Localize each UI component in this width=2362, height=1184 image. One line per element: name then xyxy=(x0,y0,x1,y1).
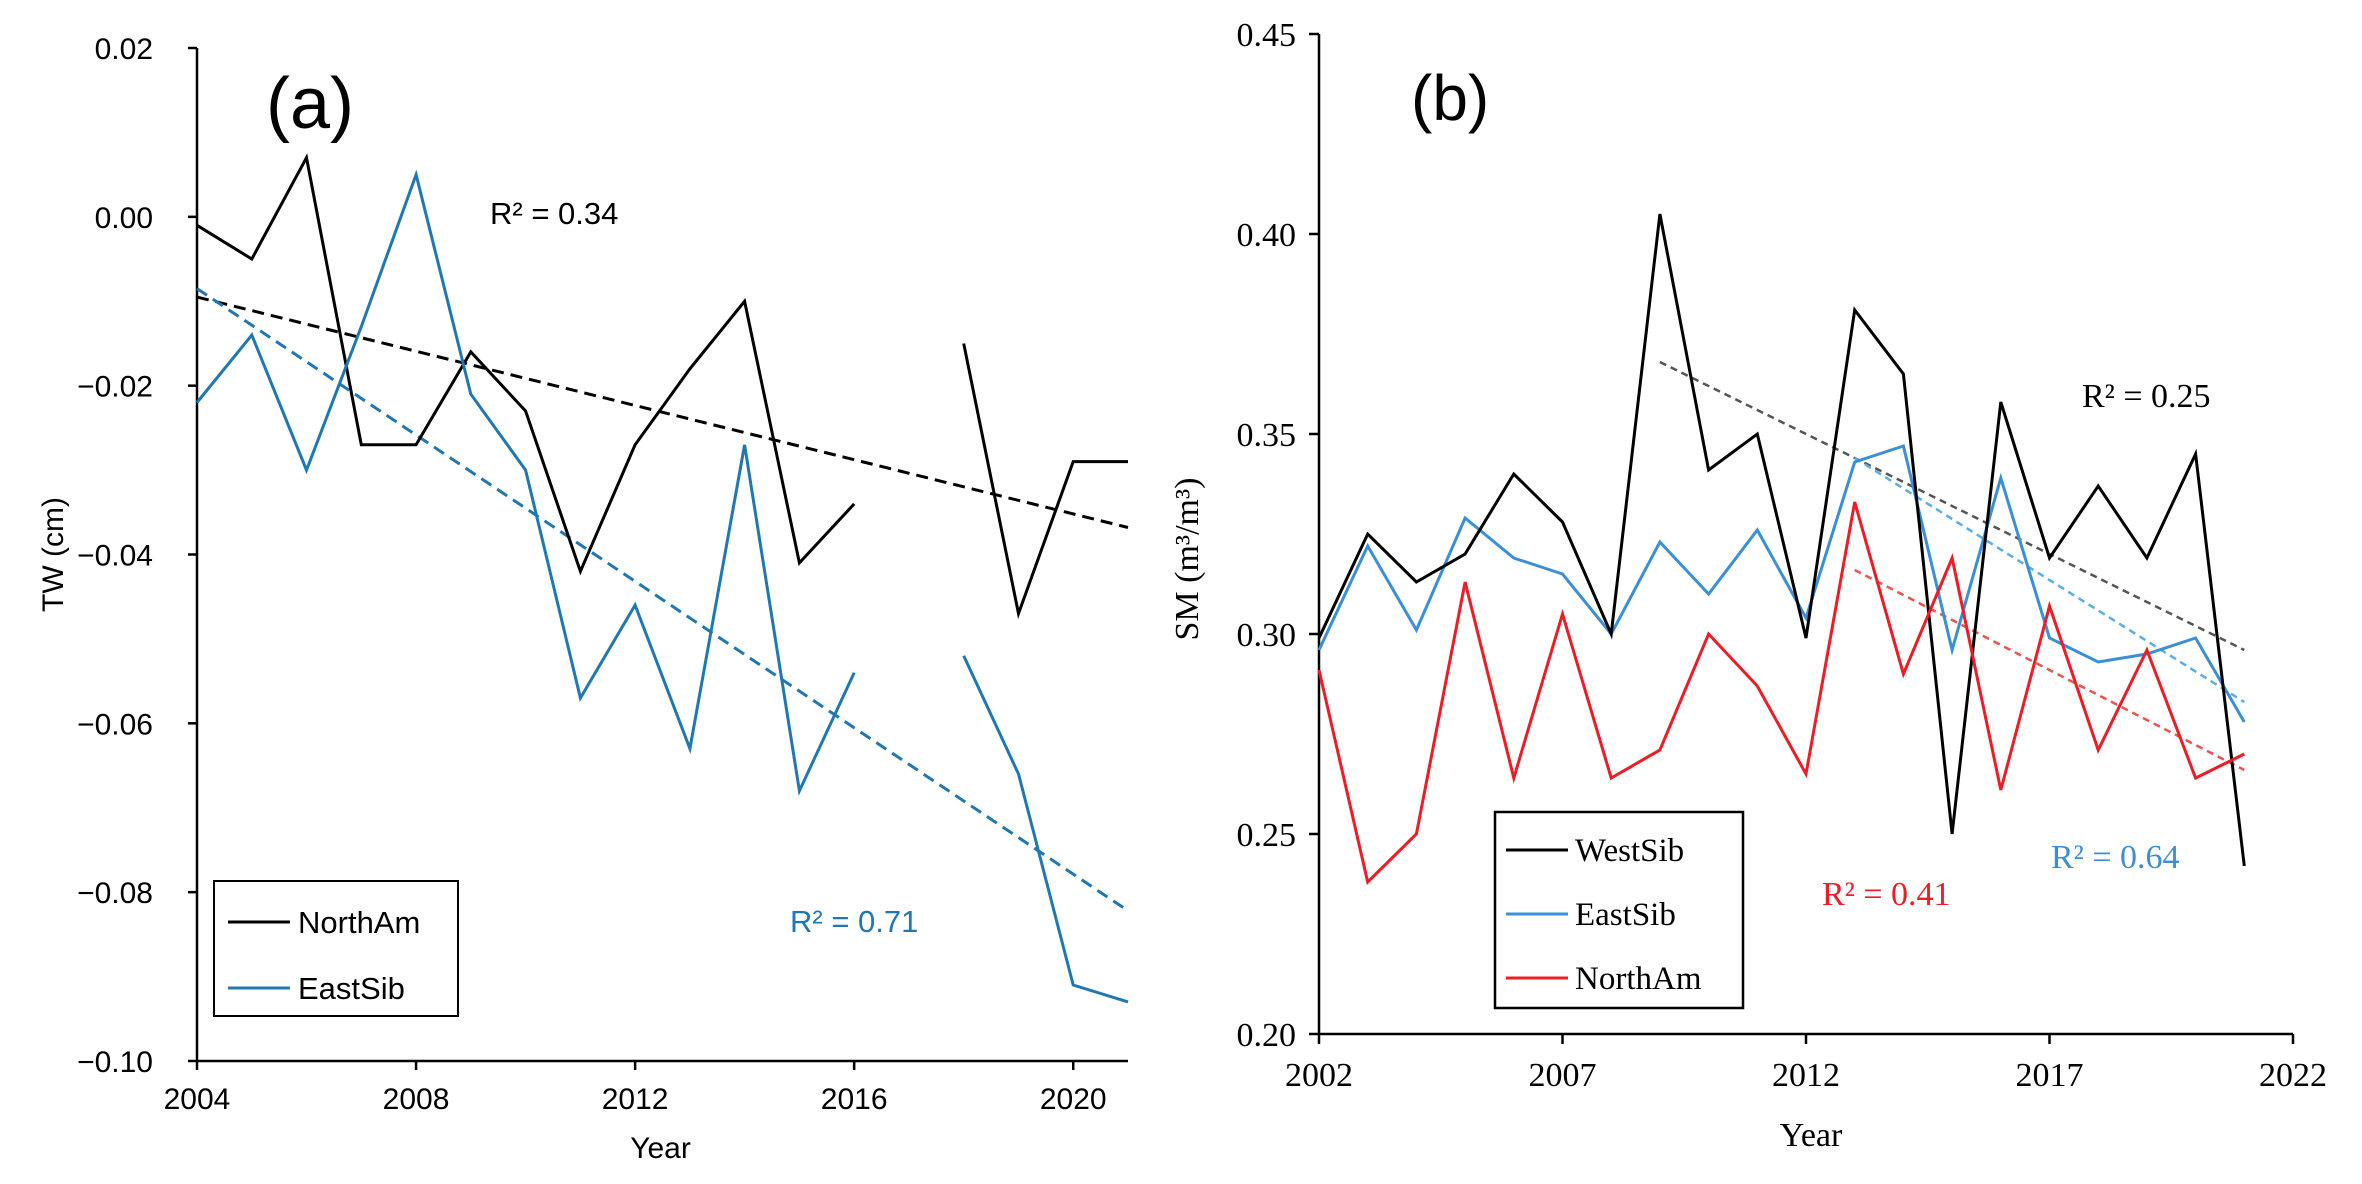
y-tick-label: −0.10 xyxy=(77,1046,153,1079)
legend-label-eastsib: EastSib xyxy=(1575,897,1676,933)
x-tick-label: 2008 xyxy=(383,1083,450,1116)
x-axis-label: Year xyxy=(1780,1117,1843,1154)
y-tick-label: 0.25 xyxy=(1237,817,1297,854)
legend: NorthAm EastSib xyxy=(213,880,459,1017)
legend: WestSib EastSib NorthAm xyxy=(1493,810,1745,1010)
y-tick-label: 0.30 xyxy=(1237,617,1297,654)
x-axis-label: Year xyxy=(630,1132,691,1165)
x-tick-label: 2020 xyxy=(1040,1083,1107,1116)
x-tick-label: 2012 xyxy=(602,1083,669,1116)
legend-label-westsib: WestSib xyxy=(1575,833,1684,869)
y-tick-label: 0.45 xyxy=(1237,17,1297,54)
panel-b-sm-chart: 0.20 0.25 0.30 0.35 0.40 0.45 2002 2007 2012 2017… xyxy=(1169,17,2327,1154)
y-tick-label: −0.02 xyxy=(77,371,153,404)
series-line-eastsib xyxy=(195,169,856,797)
y-tick-label: 0.00 xyxy=(95,202,153,235)
x-tick-label: 2016 xyxy=(821,1083,888,1116)
y-tick-label: −0.04 xyxy=(77,540,153,573)
y-axis-label: TW (cm) xyxy=(37,497,70,612)
r2-annotation-westsib: R² = 0.25 xyxy=(2082,378,2211,415)
series-line-northam xyxy=(1317,501,2245,885)
x-tick-label: 2022 xyxy=(2259,1057,2327,1094)
x-tick-label: 2012 xyxy=(1772,1057,1840,1094)
series-line-eastsib xyxy=(962,655,1129,1004)
trendline-westsib xyxy=(1659,360,2245,652)
trendline-northam xyxy=(196,295,1129,529)
series-line-eastsib xyxy=(1317,444,2246,723)
legend-label-northam: NorthAm xyxy=(1575,961,1702,997)
y-axis-label: SM (m³/m³) xyxy=(1169,477,1206,640)
y-tick-label: 0.02 xyxy=(95,33,153,66)
legend-box xyxy=(213,880,459,1017)
y-tick-label: 0.40 xyxy=(1237,217,1297,254)
x-tick-label: 2004 xyxy=(164,1083,231,1116)
legend-box xyxy=(1493,810,1745,1010)
trendline-eastsib xyxy=(1854,456,2245,704)
panel-a-tw-chart: 0.02 0.00 −0.02 −0.04 −0.06 −0.08 −0.10 2004 200… xyxy=(37,33,1129,1165)
series-line-westsib xyxy=(1317,213,2246,867)
r2-annotation-northam: R² = 0.41 xyxy=(1822,876,1951,913)
legend-label-eastsib: EastSib xyxy=(298,971,405,1006)
series-line-northam xyxy=(962,343,1128,620)
y-tick-label: 0.20 xyxy=(1237,1017,1297,1054)
legend-label-northam: NorthAm xyxy=(298,905,420,940)
r2-annotation-eastsib: R² = 0.71 xyxy=(790,904,918,939)
series-line-northam xyxy=(196,153,856,576)
y-tick-label: −0.06 xyxy=(77,708,153,741)
panel-label: (b) xyxy=(1411,62,1489,134)
r2-annotation-eastsib: R² = 0.64 xyxy=(2051,839,2180,876)
panel-label: (a) xyxy=(266,64,354,144)
trendline-eastsib xyxy=(196,287,1129,912)
y-tick-label: 0.35 xyxy=(1237,417,1297,454)
y-tick-label: −0.08 xyxy=(77,877,153,910)
r2-annotation-northam: R² = 0.34 xyxy=(490,196,618,231)
x-tick-label: 2002 xyxy=(1285,1057,1353,1094)
x-tick-label: 2017 xyxy=(2016,1057,2084,1094)
x-tick-label: 2007 xyxy=(1529,1057,1597,1094)
